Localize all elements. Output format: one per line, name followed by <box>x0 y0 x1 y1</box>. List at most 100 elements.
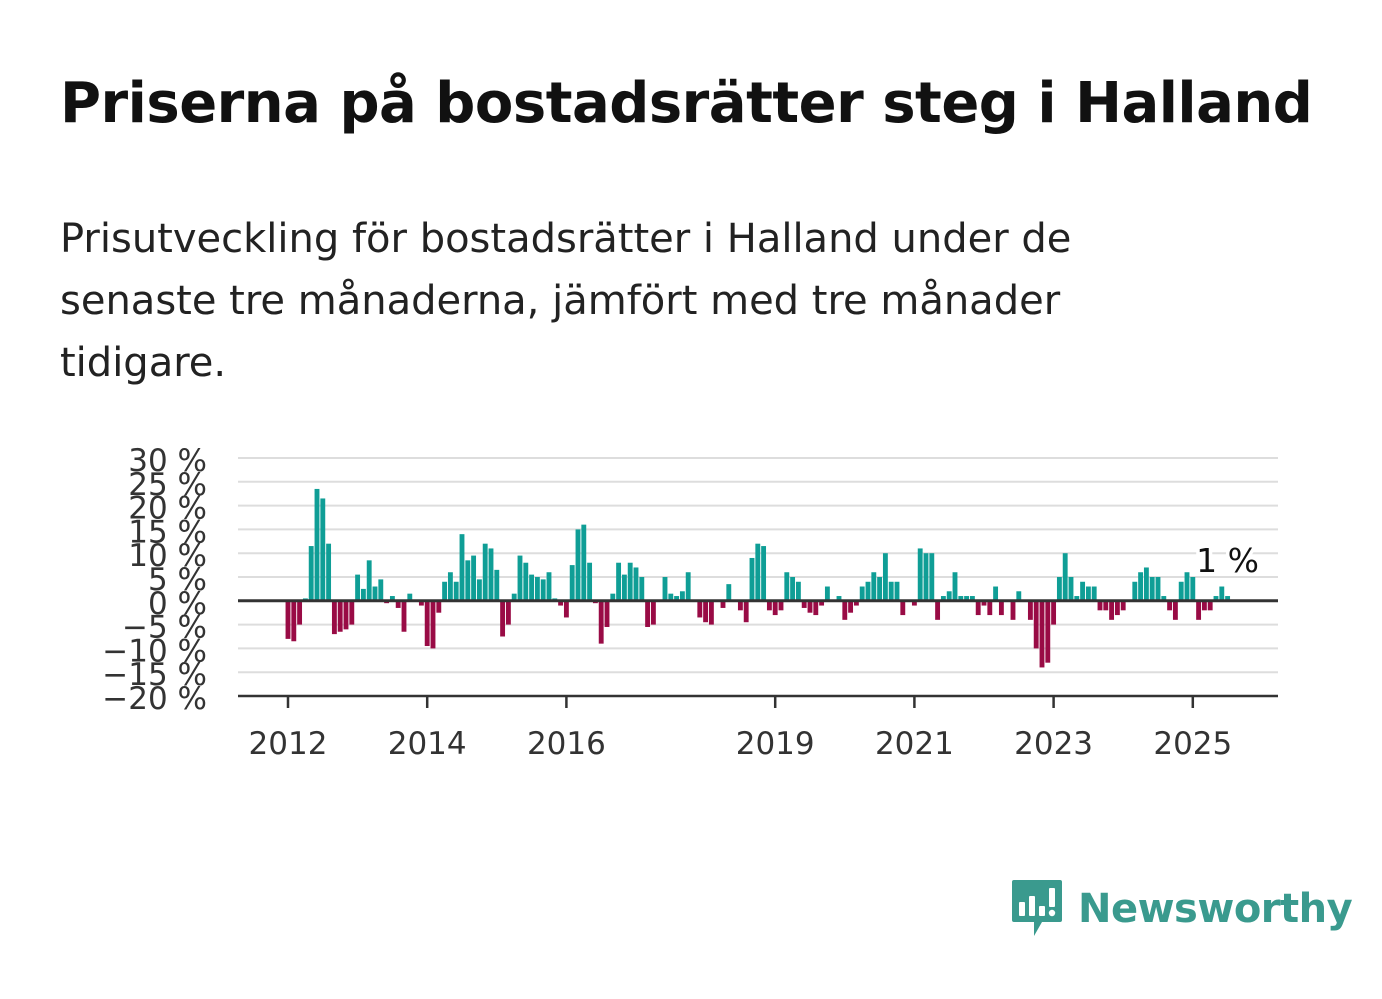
bar <box>946 591 952 601</box>
bar <box>453 581 459 601</box>
brand-name: Newsworthy <box>1078 886 1353 932</box>
bar <box>424 600 430 647</box>
bar <box>877 577 883 601</box>
bar <box>737 600 743 611</box>
bar <box>778 600 784 611</box>
bar <box>465 560 471 601</box>
chart-title: Priserna på bostadsrätter steg i Halland <box>60 71 1313 136</box>
bar <box>813 600 819 616</box>
bar <box>517 555 523 601</box>
bar <box>784 572 790 601</box>
bar <box>355 574 361 601</box>
bar <box>326 543 332 601</box>
bar <box>616 562 622 601</box>
bar <box>297 600 303 625</box>
bar <box>627 562 633 601</box>
bar <box>558 600 564 606</box>
bar-series <box>285 488 1231 668</box>
bar <box>940 596 946 601</box>
bar <box>488 548 494 601</box>
x-tick-label: 2014 <box>388 726 467 762</box>
bar <box>1201 600 1207 611</box>
bar <box>1138 572 1144 601</box>
bar <box>1190 577 1196 601</box>
bar <box>987 600 993 616</box>
bar <box>418 600 424 606</box>
x-tick-label: 2021 <box>875 726 954 762</box>
x-tick-label: 2025 <box>1153 726 1232 762</box>
bar <box>679 591 685 601</box>
bar <box>871 572 877 601</box>
bar <box>998 600 1004 616</box>
bar <box>900 600 906 616</box>
bar <box>1039 600 1045 668</box>
bar <box>1097 600 1103 611</box>
bar <box>378 579 384 601</box>
bar <box>964 596 970 601</box>
bar <box>836 596 842 601</box>
bar <box>848 600 854 613</box>
bar <box>952 572 958 601</box>
bar <box>395 600 401 608</box>
y-tick-label: −20 % <box>102 681 207 717</box>
bar <box>639 577 645 601</box>
x-tick-label: 2023 <box>1014 726 1093 762</box>
bar <box>1033 600 1039 649</box>
bar <box>1161 596 1167 601</box>
y-tick-label: 10 % <box>128 538 207 574</box>
bar <box>500 600 506 637</box>
bar <box>505 600 511 625</box>
axes <box>238 599 1278 708</box>
bar <box>650 600 656 625</box>
bar <box>494 569 500 601</box>
bar <box>575 529 581 601</box>
bar <box>389 596 395 601</box>
bar <box>1051 600 1057 625</box>
bar <box>824 586 830 601</box>
bar <box>703 600 709 623</box>
bar <box>766 600 772 611</box>
bar <box>720 600 726 608</box>
bar <box>633 567 639 601</box>
bar <box>1027 600 1033 620</box>
bar <box>1109 600 1115 620</box>
bar <box>726 584 732 601</box>
y-tick-label: −5 % <box>122 610 207 646</box>
bar <box>442 581 448 601</box>
bar <box>1178 581 1184 601</box>
bar <box>1132 581 1138 601</box>
bar <box>923 553 929 601</box>
bar <box>981 600 987 606</box>
bar <box>1167 600 1173 611</box>
bar <box>929 553 935 601</box>
bar <box>314 488 320 601</box>
bar <box>1091 586 1097 601</box>
bar <box>598 600 604 644</box>
y-tick-label: 0 % <box>148 586 207 622</box>
bar <box>1219 586 1225 601</box>
bar <box>894 581 900 601</box>
bar <box>1103 600 1109 611</box>
bar <box>761 546 767 601</box>
bar <box>529 574 535 601</box>
bar <box>935 600 941 620</box>
y-tick-label: 15 % <box>128 514 207 550</box>
bar <box>1045 600 1051 663</box>
newsworthy-logo-icon <box>1012 880 1062 936</box>
bar <box>865 581 871 601</box>
bar <box>859 586 865 601</box>
bar <box>604 600 610 627</box>
bar <box>1062 553 1068 601</box>
bar <box>882 553 888 601</box>
bar <box>523 562 529 601</box>
bar <box>853 600 859 606</box>
bar <box>447 572 453 601</box>
bar <box>842 600 848 620</box>
chart-subtitle: Prisutveckling för bostadsrätter i Halla… <box>60 216 1072 386</box>
bar <box>1080 581 1086 601</box>
brand-logo: Newsworthy <box>1010 878 1353 940</box>
bar <box>581 524 587 601</box>
y-tick-label: 25 % <box>128 467 207 503</box>
y-tick-label: 20 % <box>128 491 207 527</box>
bar <box>1074 596 1080 601</box>
